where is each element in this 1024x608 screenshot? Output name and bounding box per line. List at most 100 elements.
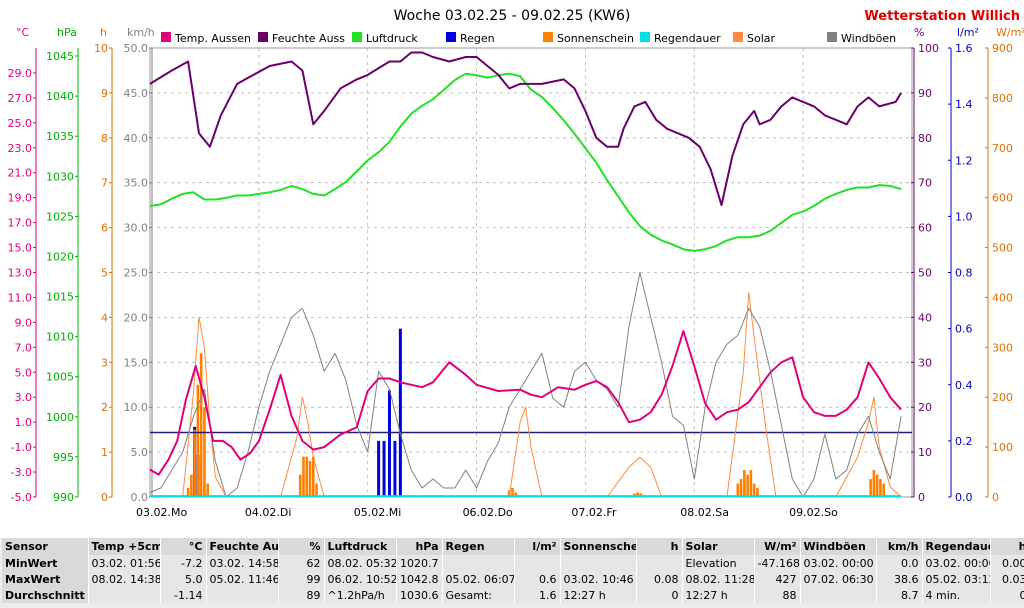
tick-label-l/m²: 1.6 xyxy=(955,42,973,55)
tick-label-W/m²: 800 xyxy=(992,92,1013,105)
tick-label-W/m²: 100 xyxy=(992,441,1013,454)
axis-units: °C hPa h km/h% l/m² W/m² xyxy=(16,26,1024,39)
summary-row: MinWert 03.02. 01:56 -7.2 03.02. 14:58 62 08.… xyxy=(2,555,1024,571)
tick-label-h: 4 xyxy=(101,311,108,324)
summary-cell-value: 0.0 xyxy=(876,555,923,571)
bar-sonnenschein xyxy=(511,488,514,497)
bar-regen xyxy=(398,328,402,497)
bar-sonnenschein xyxy=(196,384,200,497)
summary-cell-value: -1.14 xyxy=(160,587,207,603)
tick-label-W/m²: 500 xyxy=(992,242,1013,255)
tick-label-°C: 13.0 xyxy=(8,267,33,280)
summary-header-name: Feuchte Auss xyxy=(206,538,279,555)
tick-label-h: 9 xyxy=(101,87,108,100)
tick-label-%: 100 xyxy=(918,42,939,55)
summary-header-name: Windböen xyxy=(800,538,877,555)
tick-label-l/m²: 0.0 xyxy=(955,491,973,504)
legend-label-7: Windböen xyxy=(841,32,896,45)
summary-cell-context: 03.02. 01:56 xyxy=(88,555,161,571)
summary-cell-context: 08.02. 05:32 xyxy=(324,555,397,571)
legend: Temp. Aussen Feuchte Auss Luftdruck Regen So… xyxy=(161,32,896,45)
tick-label-hPa: 1015 xyxy=(46,291,74,304)
axis-unit-l/m²: l/m² xyxy=(957,26,979,39)
x-weekday-label: Fr xyxy=(606,506,617,519)
summary-cell-context: 05.02. 03:12 xyxy=(922,571,991,587)
tick-label-hPa: 1020 xyxy=(46,250,74,263)
summary-header-unit: hPa xyxy=(396,538,443,555)
x-weekday-label: Sa xyxy=(715,506,729,519)
bar-sonnenschein xyxy=(199,353,203,497)
summary-cell-value: 88 xyxy=(754,587,801,603)
tick-label-°C: 15.0 xyxy=(8,242,33,255)
summary-cell-value: -7.2 xyxy=(160,555,207,571)
summary-cell-context: 05.02. 11:46 xyxy=(206,571,279,587)
x-day-label: 09.02. xyxy=(789,506,824,519)
bar-sonnenschein xyxy=(872,470,876,497)
station-name: Wetterstation Willich xyxy=(864,9,1020,24)
bar-sonnenschein xyxy=(193,429,196,497)
summary-header-name: Sonnenschein xyxy=(560,538,637,555)
x-weekday-label: Do xyxy=(498,506,513,519)
lines-layer xyxy=(149,51,912,498)
tick-label-h: 10 xyxy=(94,42,108,55)
summary-cell-context xyxy=(560,555,637,571)
tick-label-hPa: 1025 xyxy=(46,210,74,223)
summary-header-unit: °C xyxy=(160,538,207,555)
tick-label-%: 20 xyxy=(918,401,932,414)
summary-cell-context: 03.02. 00:00 xyxy=(800,555,877,571)
x-day-label: 06.02. xyxy=(463,506,498,519)
tick-label-km/h: 0.0 xyxy=(131,491,149,504)
bar-sonnenschein xyxy=(749,470,753,497)
bar-sonnenschein xyxy=(746,474,749,497)
summary-cell-value: 89 xyxy=(278,587,325,603)
tick-label-W/m²: 400 xyxy=(992,291,1013,304)
summary-cell-context: 06.02. 10:52 xyxy=(324,571,397,587)
bar-sonnenschein xyxy=(879,479,882,497)
summary-cell-context: 03.02. 00:00 xyxy=(922,555,991,571)
tick-label-%: 40 xyxy=(918,311,932,324)
tick-label-km/h: 15.0 xyxy=(124,356,149,369)
tick-label-l/m²: 1.2 xyxy=(955,154,973,167)
tick-label-°C: 21.0 xyxy=(8,167,33,180)
summary-cell-value: 0.03 xyxy=(990,571,1024,587)
tick-label-W/m²: 300 xyxy=(992,341,1013,354)
summary-cell-value: 427 xyxy=(754,571,801,587)
x-axis-labels: 03.02. Mo 04.02. Di 05.02. Mi 06.02. Do 07.02. Fr… xyxy=(136,506,838,519)
tick-label-hPa: 1035 xyxy=(46,130,74,143)
tick-label-°C: -5.0 xyxy=(11,491,32,504)
legend-label-6: Solar xyxy=(747,32,776,45)
tick-label-l/m²: 0.8 xyxy=(955,267,973,280)
summary-cell-context: 08.02. 11:28 xyxy=(682,571,755,587)
tick-label-km/h: 45.0 xyxy=(124,87,149,100)
legend-label-0: Temp. Aussen xyxy=(174,32,251,45)
tick-label-l/m²: 1.4 xyxy=(955,98,973,111)
tick-label-km/h: 20.0 xyxy=(124,311,149,324)
summary-cell-value xyxy=(636,555,683,571)
summary-cell-context: 05.02. 06:07 xyxy=(442,571,515,587)
tick-label-W/m²: 700 xyxy=(992,142,1013,155)
tick-label-°C: 17.0 xyxy=(8,217,33,230)
tick-label-hPa: 1040 xyxy=(46,90,74,103)
summary-cell-context xyxy=(206,587,279,603)
summary-header-unit: W/m² xyxy=(754,538,801,555)
summary-cell-context: Elevation xyxy=(682,555,755,571)
summary-cell-context: Gesamt: xyxy=(442,587,515,603)
summary-header-name: Temp +5cm xyxy=(88,538,161,555)
tick-label-km/h: 30.0 xyxy=(124,222,149,235)
x-weekday-label: So xyxy=(824,506,838,519)
summary-cell-value: 0.00 xyxy=(990,555,1024,571)
bar-sonnenschein xyxy=(636,492,639,497)
x-weekday-label: Mo xyxy=(171,506,187,519)
bar-sonnenschein xyxy=(190,474,193,497)
series-line-feuchte-auss xyxy=(149,51,902,207)
summary-cell-value: -47.168 xyxy=(754,555,801,571)
tick-label-l/m²: 0.4 xyxy=(955,379,973,392)
bar-sonnenschein xyxy=(514,492,518,497)
summary-header-name: Sensor xyxy=(2,538,89,555)
summary-row: Durchschnitt -1.14 89 ^1.2hPa/h 1030.6 Gesamt… xyxy=(2,587,1024,603)
legend-swatch-2 xyxy=(352,32,362,42)
series-line-luftdruck xyxy=(149,72,902,252)
tick-label-%: 0 xyxy=(918,491,925,504)
tick-label-hPa: 1030 xyxy=(46,170,74,183)
